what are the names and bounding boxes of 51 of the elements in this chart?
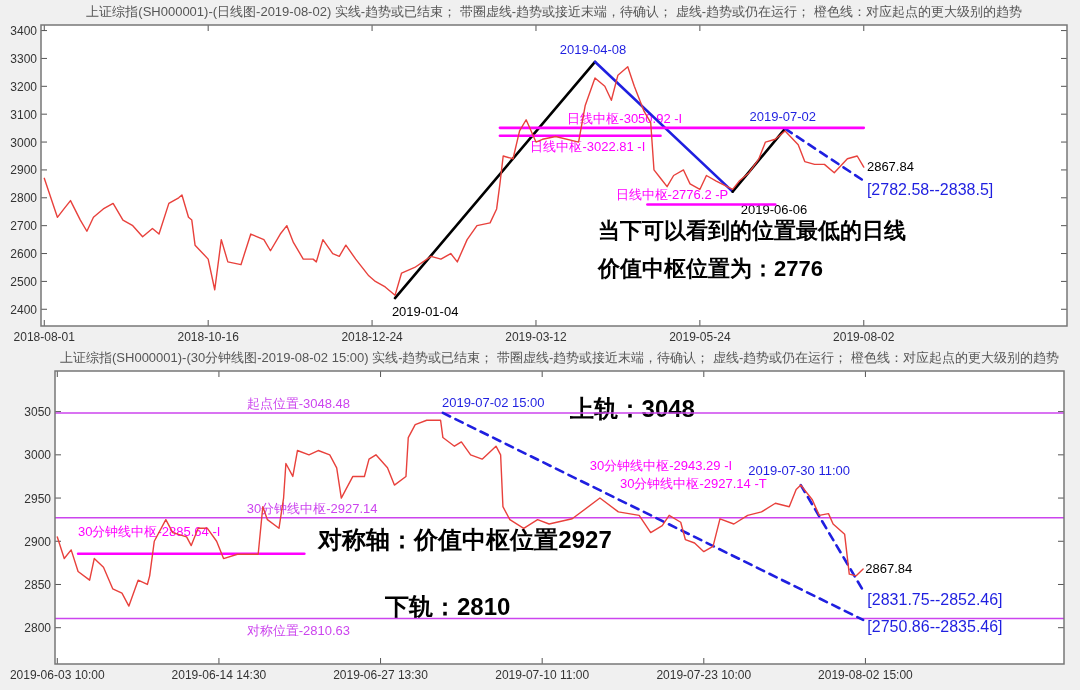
annotation: 2019-01-04 [391,304,459,320]
y-tick-label: 2900 [10,163,38,178]
y-tick-label: 3200 [10,79,38,94]
y-tick-label: 3100 [10,107,38,122]
y-tick-label: 3000 [24,448,52,463]
ref-line-label: 起点位置-3048.48 [246,395,351,411]
x-tick-label: 2019-03-12 [505,330,567,344]
y-tick-label: 2500 [10,274,38,289]
ref-line-label: 对称位置-2810.63 [246,622,351,638]
x-tick-label: 2019-08-02 15:00 [818,668,914,682]
y-tick-label: 2700 [10,219,38,234]
annotation: 2019-07-02 15:00 [441,394,545,410]
annotation: 对称轴：价值中枢位置2927 [317,525,612,553]
y-tick-label: 2950 [24,491,52,506]
annotation: 2019-04-08 [559,41,627,57]
x-tick-label: 2018-08-01 [13,330,76,344]
y-tick-label: 2800 [10,191,38,206]
x-tick-label: 2019-07-23 10:00 [656,668,752,682]
annotation: 30分钟线中枢-2943.29 -I [589,458,733,474]
x-tick-label: 2019-05-24 [669,330,731,344]
annotation: 2867.84 [865,561,913,577]
text: [2782.58--2838.5] [866,180,994,198]
chart-title: 上证综指(SH000001)-(日线图-2019-08-02) 实线-趋势或已结束； 带圈虚线-趋势或接近末端，待确认； 虚线-趋势或仍在运行； 橙色线：对应起点的更大级别的趋势 [86,4,1022,19]
annotation: 价值中枢位置为：2776 [597,256,824,282]
y-tick-label: 3000 [10,135,38,150]
y-tick-label: 2800 [24,621,52,636]
y-tick-label: 2600 [10,247,38,262]
y-tick-label: 2900 [24,534,52,549]
annotation: 日线中枢-2776.2 -P [615,187,729,203]
y-tick-label: 3300 [10,51,38,66]
text: [2831.75--2852.46] [867,590,1003,608]
y-tick-label: 3400 [10,24,38,39]
annotation: 上轨：3048 [568,395,695,422]
annotation: 下轨：2810 [383,593,511,621]
x-tick-label: 2019-06-03 10:00 [9,668,106,682]
line-series [43,66,865,297]
annotation: 2019-07-02 [749,108,817,124]
x-tick-label: 2018-12-24 [341,330,404,344]
y-tick-label: 3050 [24,405,52,420]
text: 2867.84 [866,158,914,174]
x-tick-label: 2019-08-02 [833,330,895,344]
x-tick-label: 2019-07-10 11:00 [495,668,590,682]
chart-title: 上证综指(SH000001)-(30分钟线图-2019-08-02 15:00) 实线-趋势或已结束； 带圈虚线-趋势或接近末端，待确认； 虚线-趋势或仍在运行； 橙色线：对应起点的更大级别的趋势 [60,350,1059,365]
annotation: 当下可以看到的位置最低的日线 [598,218,907,244]
text: [2750.86--2835.46] [867,617,1003,635]
x-tick-label: 2018-10-16 [177,330,240,344]
annotation: 2019-06-06 [740,201,808,217]
y-tick-label: 2400 [10,302,38,317]
y-tick-label: 2850 [24,577,52,592]
x-tick-label: 2019-06-27 13:30 [333,668,429,682]
x-tick-label: 2019-06-14 14:30 [171,668,267,682]
